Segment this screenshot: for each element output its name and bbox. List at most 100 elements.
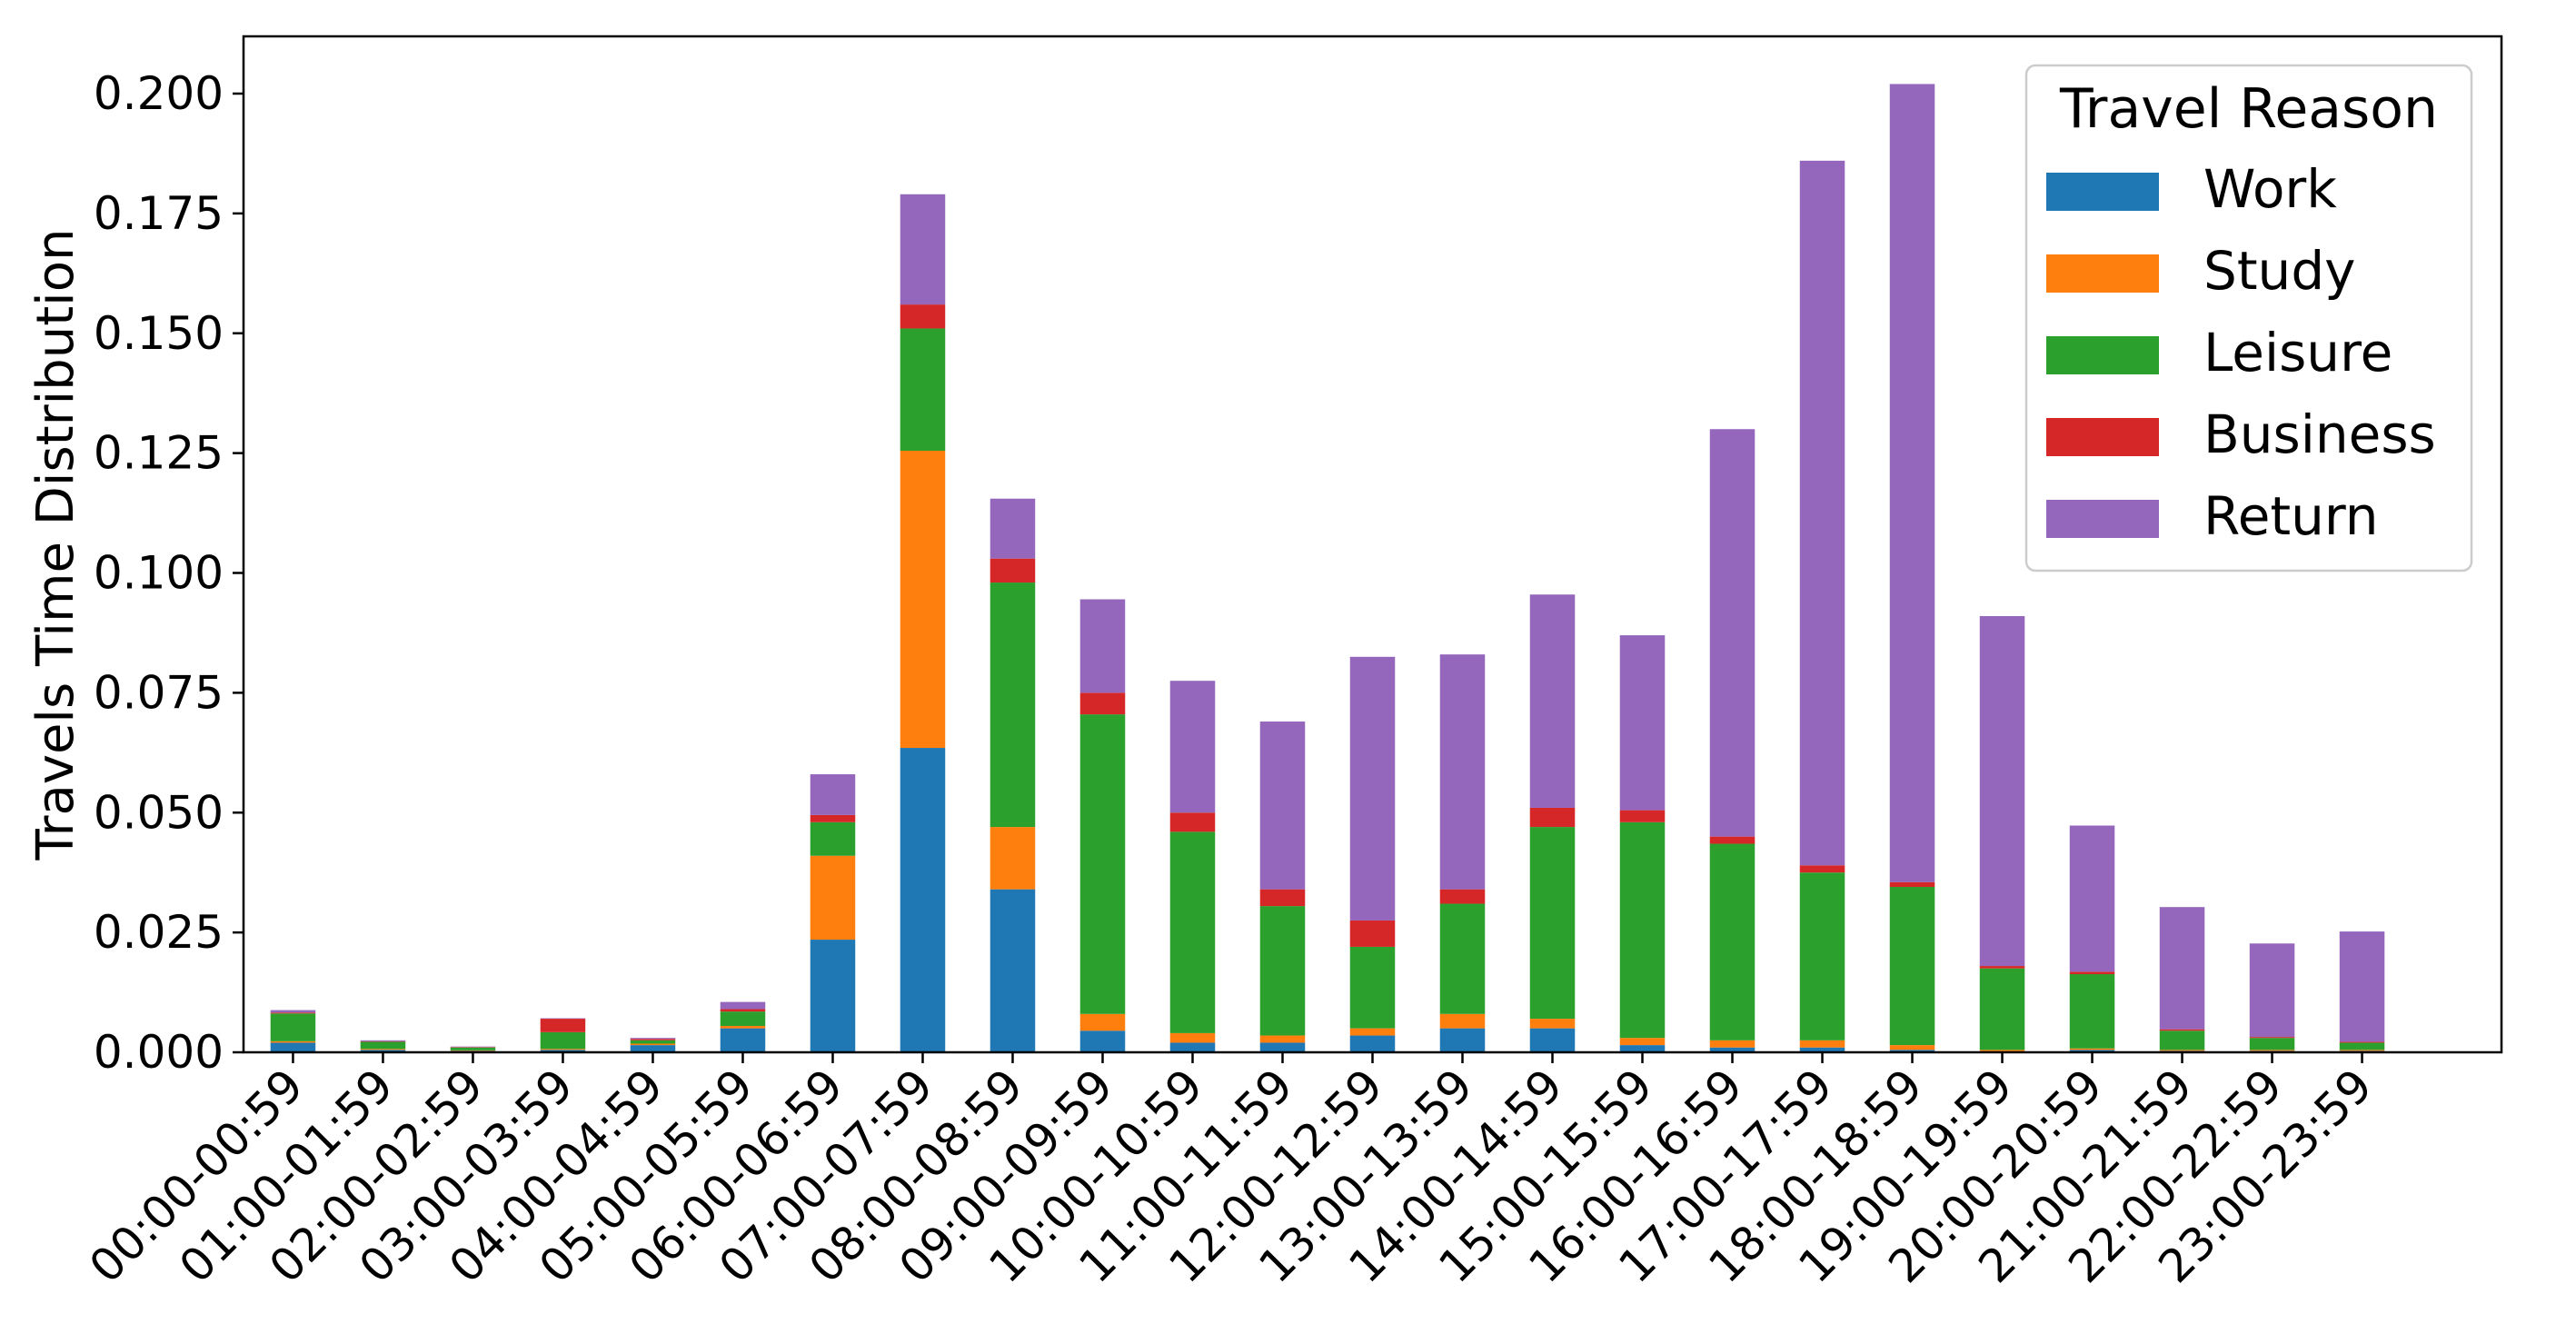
- bar-business-03:00-03:59: [540, 1019, 586, 1032]
- bar-work-20:00-20:59: [2069, 1050, 2115, 1052]
- legend-swatch-study: [2046, 254, 2159, 293]
- bar-leisure-20:00-20:59: [2069, 974, 2115, 1049]
- bar-study-11:00-11:59: [1259, 1035, 1306, 1043]
- bar-study-19:00-19:59: [1979, 1050, 2025, 1051]
- y-tick-label: 0.075: [94, 666, 224, 719]
- bar-business-16:00-16:59: [1709, 836, 1755, 844]
- bar-work-10:00-10:59: [1169, 1042, 1216, 1052]
- legend-swatch-work: [2046, 173, 2159, 211]
- bar-study-02:00-02:59: [450, 1050, 496, 1051]
- bar-return-18:00-18:59: [1889, 84, 1935, 882]
- bar-work-04:00-04:59: [630, 1045, 676, 1052]
- bar-work-12:00-12:59: [1349, 1035, 1396, 1052]
- bar-business-23:00-23:59: [2339, 1041, 2385, 1043]
- bar-business-07:00-07:59: [900, 304, 946, 329]
- bar-work-11:00-11:59: [1259, 1042, 1306, 1052]
- bar-return-00:00-00:59: [270, 1010, 316, 1013]
- bar-leisure-10:00-10:59: [1169, 831, 1216, 1033]
- legend-swatch-return: [2046, 500, 2159, 538]
- bar-work-05:00-05:59: [720, 1028, 766, 1053]
- legend: Travel Reason Work Study Leisure Business Re…: [2024, 64, 2473, 572]
- bar-leisure-08:00-08:59: [990, 582, 1036, 828]
- bar-leisure-00:00-00:59: [270, 1013, 316, 1041]
- bar-leisure-21:00-21:59: [2159, 1030, 2205, 1050]
- bar-return-14:00-14:59: [1529, 594, 1576, 808]
- bar-leisure-04:00-04:59: [630, 1040, 676, 1044]
- bar-study-15:00-15:59: [1619, 1038, 1666, 1046]
- bar-business-22:00-22:59: [2249, 1037, 2295, 1039]
- bar-return-09:00-09:59: [1079, 599, 1126, 693]
- legend-label-return: Return: [2203, 485, 2378, 547]
- bar-return-04:00-04:59: [630, 1038, 676, 1040]
- y-tick-label: 0.050: [94, 786, 224, 839]
- bar-work-15:00-15:59: [1619, 1045, 1666, 1052]
- bar-leisure-13:00-13:59: [1439, 903, 1486, 1014]
- bar-return-06:00-06:59: [810, 774, 856, 815]
- bar-leisure-18:00-18:59: [1889, 887, 1935, 1046]
- legend-title: Travel Reason: [2059, 77, 2438, 141]
- bar-return-10:00-10:59: [1169, 681, 1216, 813]
- y-axis-label: Travels Time Distribution: [26, 229, 85, 861]
- bar-leisure-02:00-02:59: [450, 1047, 496, 1050]
- bar-return-13:00-13:59: [1439, 654, 1486, 890]
- legend-items: Work Study Leisure Business Return: [2046, 158, 2436, 547]
- bar-business-14:00-14:59: [1529, 807, 1576, 828]
- legend-label-work: Work: [2203, 158, 2337, 220]
- bar-study-00:00-00:59: [270, 1040, 316, 1043]
- y-tick-label: 0.150: [94, 307, 224, 360]
- y-tick-label: 0.200: [94, 67, 224, 120]
- bar-leisure-07:00-07:59: [900, 328, 946, 451]
- bar-business-17:00-17:59: [1799, 865, 1845, 873]
- bar-study-13:00-13:59: [1439, 1013, 1486, 1029]
- bar-business-09:00-09:59: [1079, 692, 1126, 715]
- bar-leisure-11:00-11:59: [1259, 906, 1306, 1036]
- bar-work-07:00-07:59: [900, 748, 946, 1052]
- bar-business-02:00-02:59: [450, 1047, 496, 1048]
- bar-business-05:00-05:59: [720, 1009, 766, 1012]
- bar-return-07:00-07:59: [900, 194, 946, 305]
- bar-work-03:00-03:59: [540, 1050, 586, 1052]
- bar-work-13:00-13:59: [1439, 1028, 1486, 1053]
- bar-study-18:00-18:59: [1889, 1045, 1935, 1050]
- bar-study-08:00-08:59: [990, 827, 1036, 890]
- bar-business-18:00-18:59: [1889, 881, 1935, 888]
- bar-business-08:00-08:59: [990, 558, 1036, 583]
- bar-leisure-05:00-05:59: [720, 1011, 766, 1026]
- bar-business-04:00-04:59: [630, 1039, 676, 1040]
- bar-return-19:00-19:59: [1979, 615, 2025, 967]
- bar-return-22:00-22:59: [2249, 943, 2295, 1038]
- bar-leisure-23:00-23:59: [2339, 1042, 2385, 1050]
- bar-return-01:00-01:59: [360, 1040, 406, 1041]
- bar-study-17:00-17:59: [1799, 1040, 1845, 1048]
- bar-leisure-01:00-01:59: [360, 1041, 406, 1050]
- bar-return-20:00-20:59: [2069, 825, 2115, 972]
- legend-label-study: Study: [2203, 240, 2355, 302]
- bar-business-19:00-19:59: [1979, 966, 2025, 969]
- bar-work-01:00-01:59: [360, 1050, 406, 1052]
- bar-work-14:00-14:59: [1529, 1028, 1576, 1053]
- bar-return-21:00-21:59: [2159, 907, 2205, 1030]
- bar-business-00:00-00:59: [270, 1012, 316, 1014]
- bar-study-06:00-06:59: [810, 855, 856, 941]
- bar-study-12:00-12:59: [1349, 1028, 1396, 1036]
- legend-label-business: Business: [2203, 403, 2436, 465]
- bar-return-08:00-08:59: [990, 498, 1036, 559]
- bar-study-09:00-09:59: [1079, 1013, 1126, 1031]
- bar-study-05:00-05:59: [720, 1025, 766, 1029]
- legend-swatch-leisure: [2046, 336, 2159, 374]
- bar-work-17:00-17:59: [1799, 1047, 1845, 1052]
- y-tick-label: 0.125: [94, 427, 224, 480]
- y-tick-label: 0.000: [94, 1026, 224, 1079]
- bar-business-06:00-06:59: [810, 814, 856, 822]
- bar-leisure-17:00-17:59: [1799, 872, 1845, 1040]
- x-axis: 00:00-00:5901:00-01:5902:00-02:5903:00-0…: [79, 1052, 2382, 1293]
- y-tick-label: 0.025: [94, 906, 224, 959]
- bar-study-10:00-10:59: [1169, 1032, 1216, 1043]
- bar-business-20:00-20:59: [2069, 971, 2115, 975]
- bar-study-03:00-03:59: [540, 1049, 586, 1050]
- bar-study-07:00-07:59: [900, 450, 946, 749]
- bar-leisure-09:00-09:59: [1079, 714, 1126, 1014]
- bar-leisure-06:00-06:59: [810, 821, 856, 856]
- bar-business-11:00-11:59: [1259, 889, 1306, 907]
